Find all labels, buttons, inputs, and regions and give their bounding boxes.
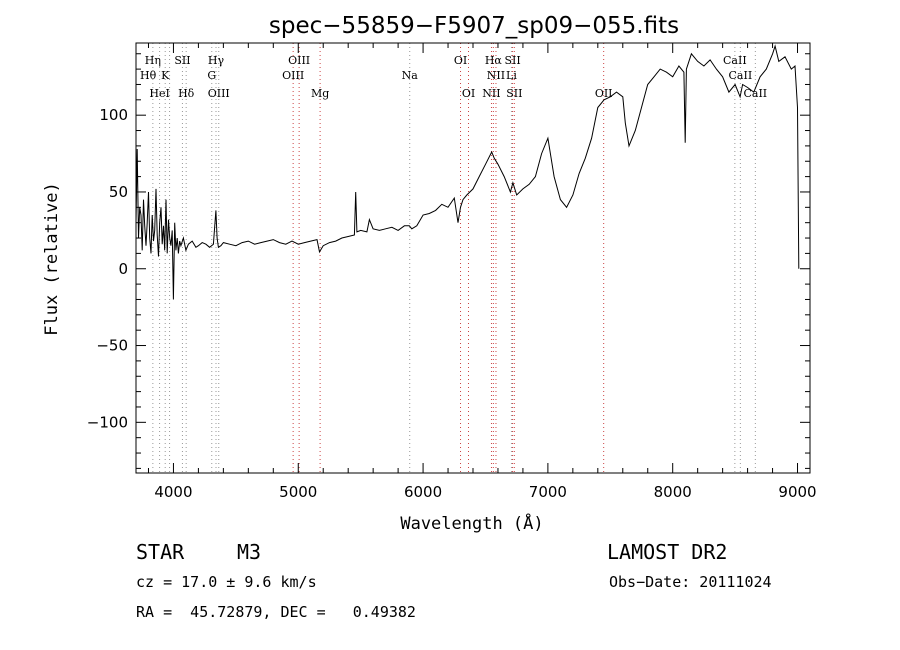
y-tick-label: 50: [109, 183, 128, 201]
plot-frame: [135, 42, 811, 474]
y-tick-label: 0: [118, 260, 128, 278]
survey-name: LAMOST DR2: [607, 540, 728, 564]
y-tick-label: −100: [87, 413, 128, 431]
line-label: SII: [174, 54, 190, 67]
line-markers: [152, 43, 756, 473]
axis-ticks: 4000 5000 6000 7000 8000 9000 −100 −50 0 50 100: [87, 43, 817, 501]
line-label: Mg: [311, 87, 329, 100]
line-label: G: [207, 69, 216, 82]
object-subclass: M3: [237, 540, 262, 564]
x-tick-label: 4000: [154, 483, 192, 501]
line-label: OI: [454, 54, 467, 67]
redshift-value: cz = 17.0 ± 9.6 km/s: [136, 573, 317, 591]
line-label: SII: [504, 54, 520, 67]
object-class: STAR: [136, 540, 185, 564]
x-tick-label: 5000: [279, 483, 317, 501]
line-label: K: [161, 69, 170, 82]
spectrum-series-line: [135, 44, 800, 300]
line-label: Hη: [145, 54, 161, 67]
x-tick-label: 8000: [654, 483, 692, 501]
y-tick-label: −50: [96, 337, 128, 355]
line-label: Hα: [485, 54, 503, 67]
line-label: OII: [595, 87, 613, 100]
x-tick-label: 7000: [529, 483, 567, 501]
line-label: CaII: [729, 69, 753, 82]
line-label: Hθ: [140, 69, 157, 82]
y-axis-label: Flux (relative): [42, 182, 62, 336]
line-label: Na: [402, 69, 419, 82]
line-label: NII: [487, 69, 505, 82]
x-axis-label: Wavelength (Å): [400, 512, 543, 534]
line-label: OIII: [288, 54, 310, 67]
line-label: Hδ: [178, 87, 195, 100]
line-label: SII: [506, 87, 522, 100]
line-label: CaII: [723, 54, 747, 67]
line-label: OIII: [208, 87, 230, 100]
y-tick-label: 100: [99, 106, 128, 124]
line-label: OI: [462, 87, 475, 100]
line-label: OIII: [282, 69, 304, 82]
coordinates: RA = 45.72879, DEC = 0.49382: [136, 603, 416, 621]
observation-date: Obs−Date: 20111024: [609, 573, 772, 591]
line-label: Hγ: [208, 54, 225, 67]
chart-title: spec−55859−F5907_sp09−055.fits: [269, 13, 679, 39]
x-tick-label: 9000: [778, 483, 816, 501]
x-tick-label: 6000: [404, 483, 442, 501]
line-label: Li: [506, 69, 517, 82]
line-label: CaII: [743, 87, 767, 100]
line-label: NII: [482, 87, 500, 100]
line-label: HeI: [149, 87, 169, 100]
